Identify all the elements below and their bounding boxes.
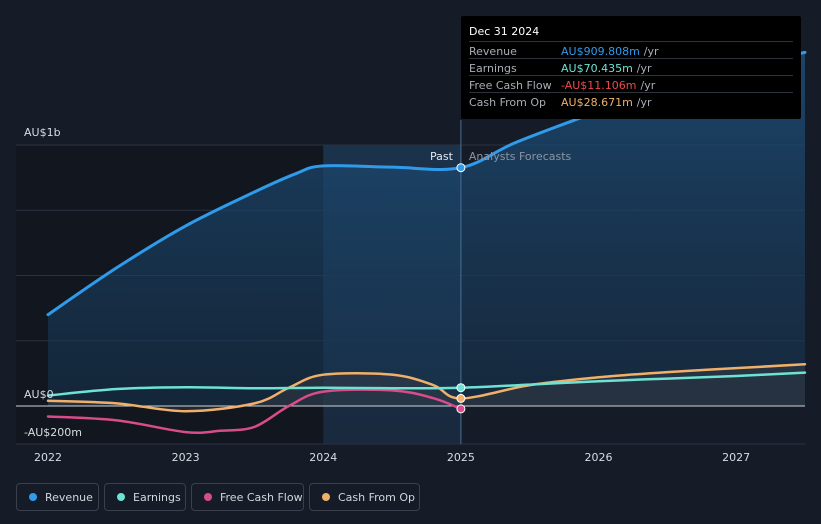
x-tick-label: 2022 <box>34 451 62 464</box>
legend-item-cash-from-op[interactable]: Cash From Op <box>309 483 420 511</box>
legend-label: Cash From Op <box>338 490 416 504</box>
tooltip-row-revenue: Revenue AU$909.808m/yr <box>469 41 793 59</box>
tooltip-value: AU$70.435m/yr <box>561 62 652 75</box>
free-cash-flow-line <box>46 388 463 435</box>
legend-label: Revenue <box>45 490 93 504</box>
earnings-dot-icon <box>117 493 125 501</box>
x-tick-label: 2024 <box>309 451 337 464</box>
tooltip-value: AU$909.808m/yr <box>561 45 659 58</box>
tooltip-row-cash-from-op: Cash From Op AU$28.671m/yr <box>469 92 793 110</box>
revenue-area <box>48 52 805 406</box>
legend-label: Earnings <box>133 490 181 504</box>
cash-from-op-marker <box>456 393 466 403</box>
legend-item-revenue[interactable]: Revenue <box>16 483 99 511</box>
legend-item-free-cash-flow[interactable]: Free Cash Flow <box>191 483 304 511</box>
revenue-dot-icon <box>29 493 37 501</box>
tooltip-label: Cash From Op <box>469 96 547 109</box>
x-tick-label: 2023 <box>172 451 200 464</box>
tooltip-row-free-cash-flow: Free Cash Flow -AU$11.106m/yr <box>469 75 793 93</box>
revenue-marker <box>456 163 466 173</box>
legend-label: Free Cash Flow <box>220 490 303 504</box>
tooltip-value: AU$28.671m/yr <box>561 96 652 109</box>
y-axis-label: AU$1b <box>24 126 61 139</box>
tooltip-value: -AU$11.106m/yr <box>561 79 656 92</box>
free-cash-flow-dot-icon <box>204 493 212 501</box>
past-label: Past <box>430 150 454 163</box>
earnings-marker <box>456 383 466 393</box>
tooltip-label: Earnings <box>469 62 517 75</box>
tooltip-row-earnings: Earnings AU$70.435m/yr <box>469 58 793 76</box>
tooltip: Dec 31 2024 Revenue AU$909.808m/yr Earni… <box>461 16 801 119</box>
forecast-label: Analysts Forecasts <box>469 150 572 163</box>
tooltip-label: Free Cash Flow <box>469 79 552 92</box>
y-axis-label: AU$0 <box>24 388 54 401</box>
legend-item-earnings[interactable]: Earnings <box>104 483 186 511</box>
tooltip-date: Dec 31 2024 <box>469 25 540 38</box>
x-tick-label: 2026 <box>585 451 613 464</box>
free-cash-flow-marker <box>456 404 466 414</box>
x-tick-label: 2025 <box>447 451 475 464</box>
earnings-line <box>46 371 807 397</box>
cash-from-op-dot-icon <box>322 493 330 501</box>
tooltip-label: Revenue <box>469 45 517 58</box>
x-tick-label: 2027 <box>722 451 750 464</box>
y-axis-label: -AU$200m <box>24 426 82 439</box>
cash-from-op-line <box>46 362 807 413</box>
